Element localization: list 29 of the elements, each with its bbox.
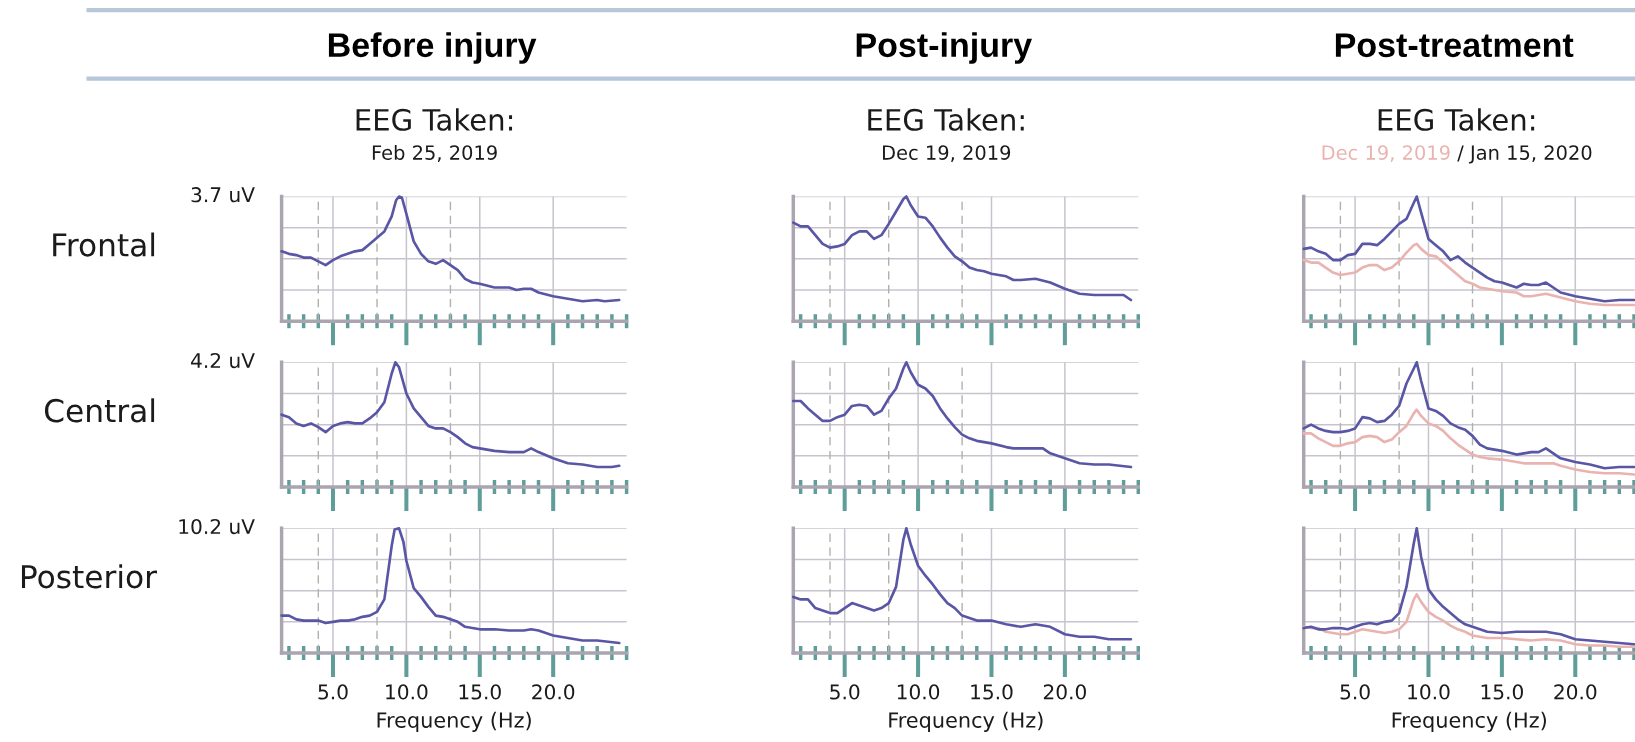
x-tick-label: 5.0: [830, 684, 860, 700]
text: 4.2 uV: [191, 352, 255, 369]
text: / Jan 15, 2020: [1457, 145, 1592, 164]
x-tick-label: 20.0: [1554, 684, 1597, 700]
chart-subtitle: EEG Taken: Feb 25, 2019: [356, 108, 513, 162]
x-axis-title: Frequency (Hz): [1392, 711, 1546, 732]
chart-title: Before injury: [328, 32, 537, 64]
x-tick-label: 20.0: [1043, 684, 1086, 700]
y-axis-title: Frontal: [53, 232, 155, 257]
text: 10.2 uV: [179, 518, 255, 535]
x-tick-label: 15.0: [459, 684, 501, 700]
x-axis-title: Frequency (Hz): [377, 711, 531, 732]
y-axis-title: Posterior: [21, 564, 157, 589]
text: Dec 19, 2019: [1322, 145, 1450, 162]
x-axis-title: Frequency (Hz): [889, 711, 1043, 732]
x-tick-label: 10.0: [897, 684, 940, 700]
x-tick-label: 10.0: [386, 684, 428, 700]
x-tick-label: 5.0: [318, 684, 348, 700]
x-tick-label: 10.0: [1408, 684, 1450, 700]
chart-title: Post-treatment: [1335, 33, 1574, 58]
chart-subtitle: EEG Taken: Dec 19, 2019: [868, 108, 1024, 162]
x-tick-label: 5.0: [1340, 684, 1370, 700]
x-tick-label: 15.0: [1481, 684, 1523, 700]
x-tick-label: 20.0: [532, 684, 575, 700]
y-axis-title: Central: [44, 398, 155, 423]
chart-title: Post-injury: [856, 32, 1032, 64]
chart-subtitle: EEG Taken:: [1378, 108, 1535, 131]
x-tick-label: 15.0: [971, 684, 1013, 700]
text: 3.7 uV: [191, 187, 255, 203]
